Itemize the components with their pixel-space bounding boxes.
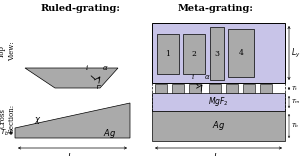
Bar	[157, 34, 179, 74]
Text: $\alpha$: $\alpha$	[102, 64, 109, 72]
Bar	[152, 23, 285, 83]
Bar	[260, 84, 272, 93]
Text: Meta-grating:: Meta-grating:	[177, 4, 253, 13]
Bar	[243, 84, 255, 93]
Text: Top
View:: Top View:	[0, 41, 16, 61]
Text: 3: 3	[214, 49, 220, 58]
Text: $T_m$: $T_m$	[291, 98, 300, 106]
Text: $L_y$: $L_y$	[291, 46, 300, 60]
Text: $\chi$: $\chi$	[34, 115, 42, 125]
Text: 4: 4	[238, 49, 243, 57]
Text: $T_b$: $T_b$	[291, 122, 299, 130]
Text: 1: 1	[166, 50, 170, 58]
Bar	[152, 93, 285, 111]
Polygon shape	[15, 103, 130, 138]
Text: Cross
Section:: Cross Section:	[0, 103, 16, 133]
Bar	[210, 27, 224, 80]
Text: i: i	[192, 73, 194, 81]
Text: $T_t$: $T_t$	[291, 84, 299, 93]
Text: $T_b$: $T_b$	[0, 128, 9, 138]
Bar	[228, 29, 254, 77]
Bar	[209, 84, 221, 93]
Bar	[183, 34, 205, 74]
Text: $L_x$: $L_x$	[67, 151, 77, 156]
Text: 2: 2	[192, 50, 197, 58]
Text: $\alpha$: $\alpha$	[204, 73, 211, 81]
Text: $Ag$: $Ag$	[103, 127, 117, 141]
Bar	[189, 84, 201, 93]
Text: $L_x$: $L_x$	[213, 151, 224, 156]
Polygon shape	[25, 68, 118, 88]
Text: $MgF_2$: $MgF_2$	[208, 95, 229, 109]
Text: Ruled-grating:: Ruled-grating:	[40, 4, 120, 13]
Bar	[152, 111, 285, 141]
Bar	[172, 84, 184, 93]
Text: i: i	[86, 64, 88, 72]
Bar	[226, 84, 238, 93]
Bar	[155, 84, 167, 93]
Text: $Ag$: $Ag$	[212, 119, 225, 132]
